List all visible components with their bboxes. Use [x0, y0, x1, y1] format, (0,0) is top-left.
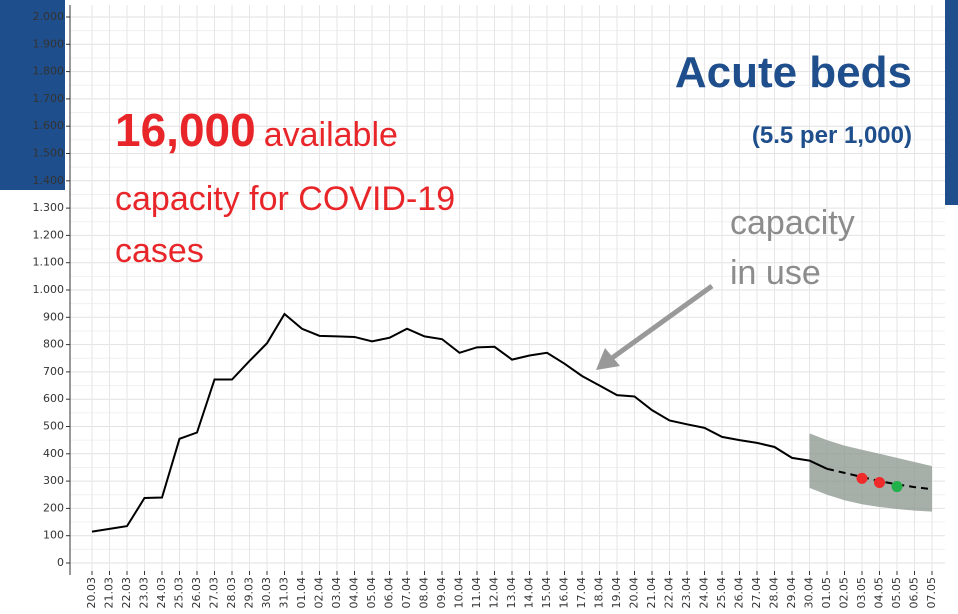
x-tick-label: 21.03 — [103, 577, 116, 609]
x-tick-label: 09.04 — [435, 577, 448, 609]
labels: 0 100 200 300 400 500 600 700 800 900 1.000 1.100 1.… — [33, 10, 939, 609]
x-tick-label: 30.04 — [803, 577, 816, 609]
x-tick-label: 23.04 — [680, 577, 693, 609]
x-tick-label: 22.03 — [120, 577, 133, 609]
x-tick-label: 10.04 — [453, 577, 466, 609]
x-tick-label: 28.03 — [225, 577, 238, 609]
x-tick-label: 08.04 — [418, 577, 431, 609]
y-tick-label: 700 — [43, 365, 64, 378]
x-tick-label: 26.04 — [733, 577, 746, 609]
y-tick-label: 500 — [43, 420, 64, 433]
x-tick-label: 17.04 — [575, 577, 588, 609]
x-tick-label: 29.03 — [243, 577, 256, 609]
x-tick-label: 25.04 — [715, 577, 728, 609]
x-tick-label: 28.04 — [768, 577, 781, 609]
y-tick-label: 200 — [43, 501, 64, 514]
y-tick-label: 1.200 — [33, 228, 65, 241]
x-tick-label: 04.04 — [348, 577, 361, 609]
x-tick-label: 01.05 — [820, 577, 833, 609]
x-tick-label: 24.04 — [698, 577, 711, 609]
y-tick-label: 2.000 — [33, 10, 65, 23]
y-tick-label: 100 — [43, 529, 64, 542]
x-tick-label: 20.03 — [85, 577, 98, 609]
x-tick-label: 25.03 — [173, 577, 186, 609]
x-tick-label: 07.04 — [400, 577, 413, 609]
x-tick-label: 27.03 — [208, 577, 221, 609]
y-tick-label: 1.100 — [33, 256, 65, 269]
x-tick-label: 07.05 — [925, 577, 938, 609]
y-tick-label: 1.800 — [33, 65, 65, 78]
y-tick-label: 600 — [43, 392, 64, 405]
x-tick-label: 19.04 — [610, 577, 623, 609]
point — [856, 472, 868, 484]
x-tick-label: 14.04 — [523, 577, 536, 609]
x-tick-label: 29.04 — [785, 577, 798, 609]
y-tick-label: 0 — [57, 556, 64, 569]
chart-panel-corner — [0, 190, 65, 210]
x-tick-label: 21.04 — [645, 577, 658, 609]
capacity-text: capacity for COVID-19 — [115, 180, 455, 218]
grid — [66, 5, 945, 575]
marks — [91, 312, 933, 533]
capacity-number: 16,000 — [115, 104, 256, 156]
y-tick-label: 900 — [43, 310, 64, 323]
chart-panel-lower — [0, 205, 958, 614]
y-tick-label: 300 — [43, 474, 64, 487]
point — [891, 481, 903, 493]
in-use-annotation: capacity — [730, 204, 855, 242]
y-tick-label: 1.000 — [33, 283, 65, 296]
x-tick-label: 04.05 — [873, 577, 886, 609]
x-tick-label: 16.04 — [558, 577, 571, 609]
x-tick-label: 26.03 — [190, 577, 203, 609]
x-tick-label: 18.04 — [593, 577, 606, 609]
capacity-text: cases — [115, 232, 204, 270]
x-tick-label: 31.03 — [278, 577, 291, 609]
capacity-annotation: 16,000 available — [115, 104, 398, 156]
y-tick-label: 800 — [43, 338, 64, 351]
y-tick-label: 400 — [43, 447, 64, 460]
y-tick-label: 1.600 — [33, 119, 65, 132]
x-tick-label: 20.04 — [628, 577, 641, 609]
chart-title: Acute beds — [675, 48, 912, 97]
x-tick-label: 06.04 — [383, 577, 396, 609]
x-tick-label: 15.04 — [540, 577, 553, 609]
x-tick-label: 30.03 — [260, 577, 273, 609]
x-tick-label: 05.05 — [890, 577, 903, 609]
x-tick-label: 02.05 — [838, 577, 851, 609]
x-tick-label: 23.03 — [138, 577, 151, 609]
y-tick-label: 1.500 — [33, 147, 65, 160]
x-tick-label: 12.04 — [488, 577, 501, 609]
x-tick-label: 01.04 — [295, 577, 308, 609]
x-tick-label: 22.04 — [663, 577, 676, 609]
x-tick-label: 13.04 — [505, 577, 518, 609]
y-tick-label: 1.700 — [33, 92, 65, 105]
arrow-head — [596, 348, 620, 370]
x-tick-label: 02.04 — [313, 577, 326, 609]
y-tick-label: 1.300 — [33, 201, 65, 214]
arrow-shaft — [610, 283, 714, 361]
x-tick-label: 27.04 — [750, 577, 763, 609]
x-tick-label: 05.04 — [365, 577, 378, 609]
line — [91, 312, 828, 533]
x-tick-label: 06.05 — [908, 577, 921, 609]
y-tick-label: 1.400 — [33, 174, 65, 187]
x-tick-label: 11.04 — [470, 577, 483, 609]
in-use-annotation: in use — [730, 254, 821, 292]
x-tick-label: 03.04 — [330, 577, 343, 609]
capacity-text: available — [264, 116, 398, 154]
chart-subtitle: (5.5 per 1,000) — [752, 122, 912, 149]
x-tick-label: 24.03 — [155, 577, 168, 609]
y-tick-label: 1.900 — [33, 37, 65, 50]
x-tick-label: 03.05 — [855, 577, 868, 609]
point — [874, 476, 885, 488]
confidence-band — [809, 433, 932, 512]
